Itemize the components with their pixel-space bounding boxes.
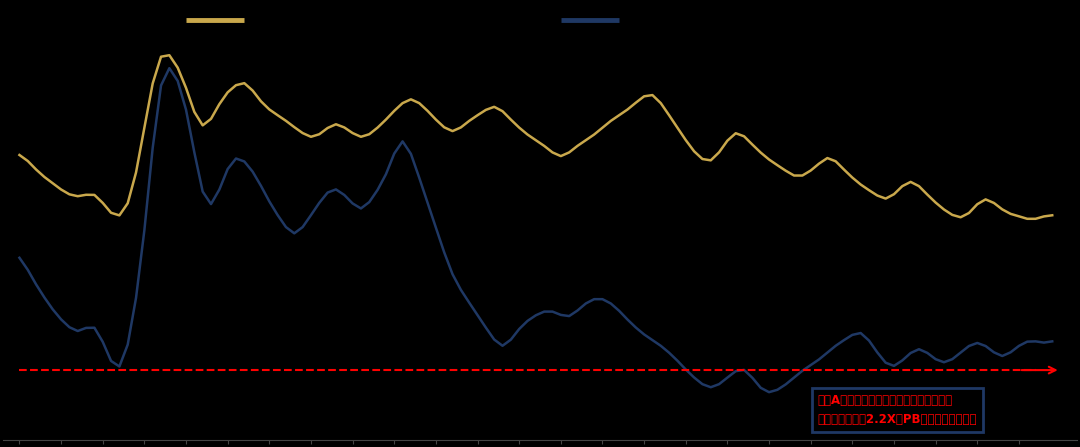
Text: 如果A股估值可以像以往一样，当前成长股
稀缺，那么目前2.2X的PB水平就是便不贵了: 如果A股估值可以像以往一样，当前成长股 稀缺，那么目前2.2X的PB水平就是便不… bbox=[818, 394, 977, 426]
